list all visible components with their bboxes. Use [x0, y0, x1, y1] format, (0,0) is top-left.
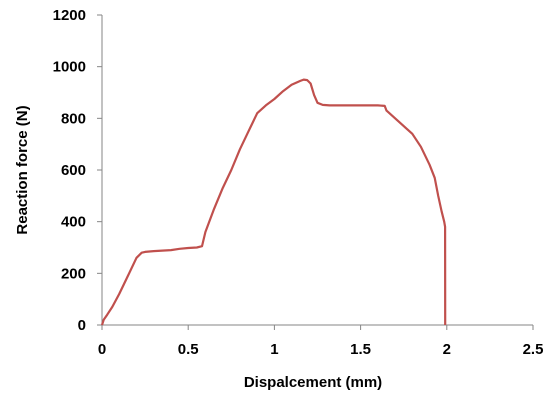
series-line [100, 78, 447, 326]
x-tick-label: 1 [270, 341, 278, 358]
x-tick-label: 2 [443, 341, 451, 358]
y-tick-label: 800 [61, 110, 86, 127]
plot-area: 0 200 400 600 800 1000 1200 0 0.5 1 1.5 2 2.5 [53, 7, 544, 358]
x-axis-ticks: 0 0.5 1 1.5 2 2.5 [98, 325, 544, 358]
y-axis-title: Reaction force (N) [14, 105, 31, 234]
series-layer [100, 78, 447, 326]
x-axis-title: Dispalcement (mm) [244, 374, 382, 391]
x-tick-label: 2.5 [523, 341, 544, 358]
x-tick-label: 1.5 [350, 341, 371, 358]
y-tick-label: 600 [61, 162, 86, 179]
y-tick-label: 200 [61, 265, 86, 282]
y-tick-label: 1200 [53, 7, 86, 24]
y-axis-ticks: 0 200 400 600 800 1000 1200 [53, 7, 102, 334]
y-tick-label: 400 [61, 214, 86, 231]
x-tick-label: 0.5 [178, 341, 199, 358]
y-tick-label: 0 [78, 317, 86, 334]
x-tick-label: 0 [98, 341, 106, 358]
y-tick-label: 1000 [53, 59, 86, 76]
